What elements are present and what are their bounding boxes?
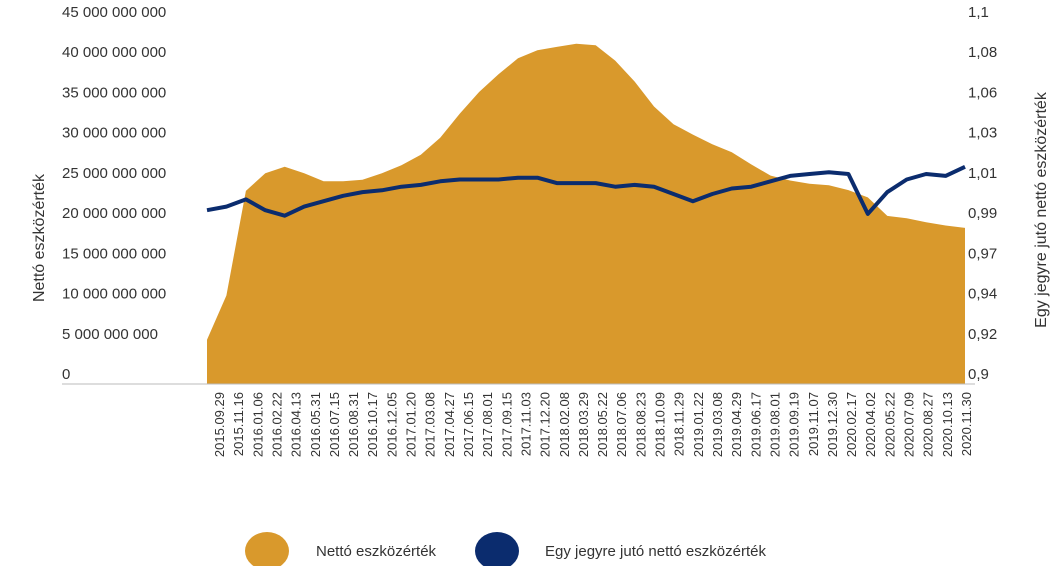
- x-tick-label: 2016.07.15: [327, 392, 342, 457]
- left-tick-label: 25 000 000 000: [62, 165, 166, 182]
- x-tick-label: 2017.09.15: [499, 392, 514, 457]
- x-tick-label: 2019.04.29: [729, 392, 744, 457]
- area-layer: [207, 43, 965, 384]
- x-tick-label: 2016.01.06: [250, 392, 265, 457]
- left-tick-label: 0: [62, 366, 70, 383]
- left-tick-label: 45 000 000 000: [62, 4, 166, 21]
- x-tick-label: 2017.01.20: [404, 392, 419, 457]
- x-tick-label: 2020.10.13: [940, 392, 955, 457]
- left-tick-label: 15 000 000 000: [62, 245, 166, 262]
- x-tick-label: 2017.08.01: [480, 392, 495, 457]
- right-tick-label: 0,97: [968, 245, 997, 262]
- x-tick-label: 2018.07.06: [614, 392, 629, 457]
- x-tick-label: 2019.11.07: [806, 392, 821, 456]
- legend: Nettó eszközérték Egy jegyre jutó nettó …: [245, 532, 766, 566]
- x-tick-label: 2018.11.29: [672, 392, 687, 456]
- x-tick-label: 2019.08.01: [767, 392, 782, 457]
- x-tick-label: 2016.04.13: [289, 392, 304, 457]
- x-tick-label: 2018.10.09: [653, 392, 668, 457]
- x-tick-label: 2020.07.09: [902, 392, 917, 457]
- legend-label-area: Nettó eszközérték: [316, 543, 437, 560]
- left-tick-label: 30 000 000 000: [62, 125, 166, 142]
- x-tick-label: 2020.05.22: [882, 392, 897, 457]
- right-tick-label: 1,06: [968, 84, 997, 101]
- left-tick-label: 40 000 000 000: [62, 44, 166, 61]
- area-series-net-asset-value: [207, 43, 965, 384]
- x-tick-label: 2017.04.27: [442, 392, 457, 457]
- x-tick-label: 2018.08.23: [633, 392, 648, 457]
- x-tick-label: 2020.11.30: [959, 392, 974, 456]
- right-tick-label: 0,9: [968, 366, 989, 383]
- x-tick-label: 2019.03.08: [710, 392, 725, 457]
- legend-swatch-line: [475, 532, 519, 566]
- right-tick-label: 1,1: [968, 4, 989, 21]
- x-tick-label: 2019.06.17: [748, 392, 763, 457]
- x-tick-label: 2015.09.29: [212, 392, 227, 457]
- left-tick-label: 20 000 000 000: [62, 205, 166, 222]
- x-tick-label: 2019.01.22: [691, 392, 706, 457]
- right-axis-ticks: 0,9 0,92 0,94 0,97 0,99 1,01 1,03 1,06 1,08 1,1: [968, 4, 997, 383]
- x-tick-label: 2016.08.31: [346, 392, 361, 457]
- right-tick-label: 1,01: [968, 165, 997, 182]
- x-tick-label: 2017.06.15: [461, 392, 476, 457]
- left-axis-title: Nettó eszközérték: [31, 173, 48, 302]
- x-axis-ticks: 2015.09.29 2015.11.16 2016.01.06 2016.02.22…: [212, 392, 974, 457]
- left-tick-label: 5 000 000 000: [62, 326, 158, 343]
- x-tick-label: 2015.11.16: [231, 392, 246, 456]
- right-tick-label: 1,03: [968, 125, 997, 142]
- x-tick-label: 2019.09.19: [787, 392, 802, 457]
- x-tick-label: 2016.02.22: [269, 392, 284, 457]
- x-tick-label: 2020.04.02: [863, 392, 878, 457]
- right-tick-label: 0,94: [968, 286, 997, 303]
- x-tick-label: 2018.05.22: [595, 392, 610, 457]
- x-tick-label: 2016.10.17: [365, 392, 380, 457]
- legend-swatch-area: [245, 532, 289, 566]
- x-tick-label: 2018.02.08: [557, 392, 572, 457]
- x-tick-label: 2017.12.20: [538, 392, 553, 457]
- left-axis-ticks: 0 5 000 000 000 10 000 000 000 15 000 000 0…: [62, 4, 166, 383]
- line-series-nav-per-unit: [206, 164, 966, 218]
- left-tick-label: 10 000 000 000: [62, 286, 166, 303]
- x-tick-label: 2018.03.29: [576, 392, 591, 457]
- x-tick-label: 2019.12.30: [825, 392, 840, 457]
- x-tick-label: 2020.02.17: [844, 392, 859, 457]
- right-tick-label: 0,92: [968, 326, 997, 343]
- x-tick-label: 2016.12.05: [384, 392, 399, 457]
- line-layer: [206, 164, 966, 218]
- x-tick-label: 2017.11.03: [518, 392, 533, 456]
- legend-label-line: Egy jegyre jutó nettó eszközérték: [545, 543, 766, 560]
- right-tick-label: 1,08: [968, 44, 997, 61]
- x-tick-label: 2016.05.31: [308, 392, 323, 457]
- right-axis-title: Egy jegyre jutó nettó eszközérték: [1033, 91, 1050, 328]
- x-tick-label: 2020.08.27: [921, 392, 936, 457]
- x-tick-label: 2017.03.08: [423, 392, 438, 457]
- left-tick-label: 35 000 000 000: [62, 84, 166, 101]
- right-tick-label: 0,99: [968, 205, 997, 222]
